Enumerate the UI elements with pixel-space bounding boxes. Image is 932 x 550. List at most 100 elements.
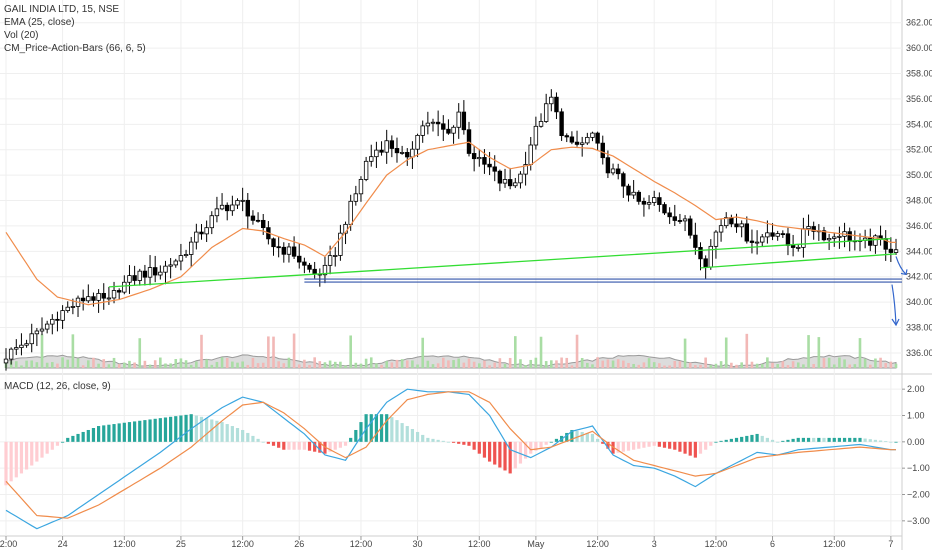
macd-histogram-bar	[652, 441, 656, 446]
volume-bar	[503, 363, 507, 368]
short-arrow-head	[900, 269, 908, 276]
volume-bar	[375, 363, 378, 368]
down-candle	[379, 149, 384, 153]
volume-bar	[272, 336, 275, 368]
volume-legend[interactable]: Vol (20)	[4, 30, 39, 41]
macd-histogram-bar	[271, 441, 276, 446]
macd-histogram-bar	[215, 420, 219, 442]
volume-bar	[874, 358, 877, 368]
down-candle	[667, 212, 672, 218]
macd-layer	[4, 388, 898, 530]
down-candle	[461, 111, 467, 131]
price-tick-label: 344.00	[906, 246, 932, 256]
macd-histogram-bar	[693, 441, 697, 458]
down-candle	[564, 135, 569, 138]
volume-bar	[333, 361, 337, 368]
macd-histogram-bar	[873, 439, 878, 442]
time-tick-label: 12:00	[113, 539, 136, 549]
up-candle	[713, 231, 719, 247]
macd-histogram-bar	[606, 441, 610, 449]
macd-histogram-bar	[585, 432, 589, 442]
macd-histogram-bar	[235, 428, 240, 442]
time-tick-label: 30	[413, 539, 423, 549]
down-candle	[91, 296, 96, 301]
volume-bar	[822, 358, 826, 368]
macd-histogram-bar	[812, 437, 816, 442]
volume-bar	[354, 362, 358, 368]
volume-bar	[745, 333, 749, 368]
volume-bar	[817, 337, 821, 368]
volume-bar	[863, 358, 867, 368]
price-tick-label: 354.00	[906, 119, 932, 129]
macd-histogram-bar	[241, 429, 245, 442]
down-candle	[482, 157, 487, 165]
up-candle	[765, 232, 770, 238]
up-candle	[430, 121, 436, 124]
macd-histogram-bar	[349, 437, 353, 442]
volume-bar	[508, 357, 512, 368]
volume-bar	[174, 359, 178, 368]
volume-bar	[426, 360, 430, 368]
macd-histogram-bar	[884, 441, 888, 442]
volume-bar	[395, 359, 399, 368]
volume-bar	[287, 357, 291, 368]
volume-bar	[735, 364, 738, 368]
macd-histogram-bar	[297, 441, 301, 450]
volume-bar	[483, 360, 486, 368]
price-tick-label: 342.00	[906, 272, 932, 282]
up-candle	[96, 292, 101, 301]
long-arrow-line	[891, 284, 897, 326]
macd-histogram-bar	[55, 441, 60, 446]
volume-bar	[575, 334, 579, 368]
volume-bar	[56, 363, 59, 368]
up-candle	[363, 160, 369, 180]
up-candle	[718, 225, 724, 233]
volume-bar	[477, 363, 481, 368]
volume-bar	[431, 364, 435, 368]
volume-bar	[30, 360, 34, 368]
macd-histogram-bar	[601, 441, 605, 444]
up-candle	[610, 168, 616, 174]
volume-bar	[308, 364, 311, 368]
up-candle	[873, 235, 878, 246]
macd-histogram-bar	[287, 441, 291, 450]
volume-bar	[879, 357, 882, 368]
price-tick-label: 352.00	[906, 145, 932, 155]
down-candle	[80, 297, 86, 302]
macd-histogram-bar	[472, 441, 476, 450]
time-tick-label: 24	[58, 539, 68, 549]
volume-bar	[179, 358, 183, 368]
volume-bar	[586, 362, 589, 368]
down-candle	[574, 141, 580, 145]
up-candle	[631, 191, 636, 196]
volume-bar	[668, 365, 671, 368]
macd-histogram-bar	[673, 441, 677, 450]
macd-histogram-bar	[590, 433, 595, 442]
up-candle	[543, 103, 549, 122]
volume-bar	[236, 362, 239, 368]
cm-price-action-legend[interactable]: CM_Price-Action-Bars (66, 6, 5)	[4, 43, 146, 54]
macd-histogram-bar	[246, 432, 250, 442]
volume-bar	[616, 359, 620, 368]
volume-bar	[647, 358, 651, 368]
down-candle	[868, 237, 873, 246]
symbol-legend[interactable]: GAIL INDIA LTD, 15, NSE	[4, 4, 120, 15]
volume-bar	[596, 357, 599, 368]
macd-histogram-bar	[837, 437, 842, 442]
volume-bar	[447, 360, 450, 368]
up-candle	[384, 140, 389, 153]
macd-histogram-bar	[256, 438, 260, 442]
up-candle	[214, 208, 220, 217]
macd-histogram-bar	[174, 416, 178, 442]
up-candle	[775, 233, 780, 237]
up-candle	[322, 264, 328, 276]
volume-bar	[786, 365, 790, 368]
down-candle	[821, 230, 827, 241]
volume-bar	[498, 358, 502, 368]
macd-histogram-bar	[179, 415, 183, 442]
ema-legend[interactable]: EMA (25, close)	[4, 17, 75, 28]
up-candle	[538, 121, 544, 127]
volume-bar	[313, 357, 316, 368]
macd-legend[interactable]: MACD (12, 26, close, 9)	[4, 381, 111, 392]
